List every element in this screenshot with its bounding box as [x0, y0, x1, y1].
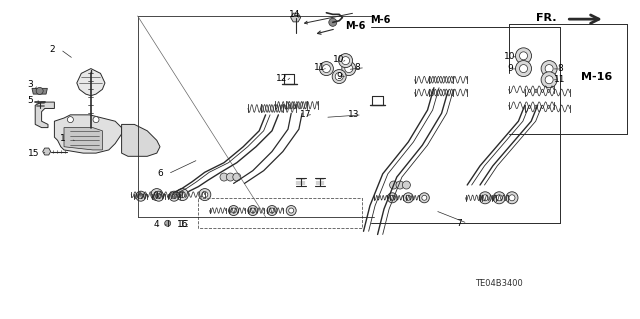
- Circle shape: [250, 208, 255, 213]
- Text: 2: 2: [50, 45, 55, 54]
- Circle shape: [506, 192, 518, 204]
- Text: 9: 9: [337, 72, 342, 81]
- Circle shape: [342, 62, 356, 76]
- Circle shape: [164, 220, 171, 226]
- Circle shape: [233, 173, 241, 181]
- Circle shape: [136, 191, 146, 201]
- Circle shape: [545, 76, 553, 84]
- Circle shape: [228, 205, 239, 216]
- Circle shape: [403, 193, 413, 203]
- Polygon shape: [291, 13, 301, 22]
- Circle shape: [93, 117, 99, 122]
- Bar: [198, 198, 362, 228]
- Circle shape: [345, 64, 353, 73]
- Text: 16: 16: [177, 220, 188, 229]
- Circle shape: [202, 192, 208, 197]
- Text: 17: 17: [300, 110, 311, 119]
- Circle shape: [482, 195, 488, 201]
- Circle shape: [267, 205, 277, 216]
- Circle shape: [286, 205, 296, 216]
- Text: M-6: M-6: [371, 15, 391, 25]
- Text: 11: 11: [314, 63, 326, 72]
- Text: 10: 10: [504, 52, 516, 61]
- Circle shape: [342, 56, 349, 65]
- Text: 7: 7: [457, 219, 462, 228]
- Text: FR.: FR.: [536, 12, 557, 23]
- Text: 1: 1: [60, 134, 65, 143]
- Circle shape: [177, 189, 188, 201]
- Circle shape: [151, 189, 163, 201]
- Circle shape: [329, 18, 337, 26]
- Circle shape: [390, 181, 397, 189]
- Circle shape: [339, 54, 353, 68]
- Circle shape: [541, 72, 557, 88]
- Text: TE04B3400: TE04B3400: [476, 279, 523, 288]
- Circle shape: [154, 191, 164, 201]
- Text: 10: 10: [333, 55, 345, 63]
- Circle shape: [493, 192, 505, 204]
- Circle shape: [516, 48, 531, 64]
- Circle shape: [387, 193, 397, 203]
- Circle shape: [541, 61, 557, 77]
- Polygon shape: [43, 148, 51, 155]
- Circle shape: [199, 189, 211, 201]
- Text: M-6: M-6: [346, 21, 366, 31]
- Circle shape: [396, 181, 404, 189]
- Text: 4: 4: [154, 220, 159, 229]
- Circle shape: [422, 195, 427, 200]
- Circle shape: [231, 208, 236, 213]
- Text: 8: 8: [355, 63, 360, 72]
- Text: 11: 11: [554, 75, 566, 84]
- Circle shape: [227, 173, 234, 181]
- Circle shape: [496, 195, 502, 201]
- Circle shape: [390, 195, 395, 200]
- Circle shape: [545, 64, 553, 73]
- Circle shape: [509, 195, 515, 201]
- Circle shape: [520, 64, 527, 73]
- Circle shape: [220, 173, 228, 181]
- Circle shape: [319, 62, 333, 76]
- Text: 15: 15: [28, 149, 39, 158]
- Text: 13: 13: [348, 110, 360, 119]
- Circle shape: [154, 192, 160, 197]
- Text: 8: 8: [557, 64, 563, 73]
- Polygon shape: [35, 102, 54, 128]
- Polygon shape: [32, 88, 47, 94]
- Circle shape: [419, 193, 429, 203]
- Circle shape: [403, 181, 410, 189]
- Circle shape: [289, 208, 294, 213]
- Text: 9: 9: [508, 64, 513, 73]
- Circle shape: [172, 194, 177, 199]
- Text: 12: 12: [276, 74, 287, 83]
- Text: 3: 3: [28, 80, 33, 89]
- Circle shape: [169, 191, 179, 201]
- Circle shape: [479, 192, 491, 204]
- Circle shape: [138, 194, 143, 199]
- Circle shape: [67, 117, 74, 122]
- Polygon shape: [64, 128, 102, 150]
- Circle shape: [323, 64, 330, 73]
- Circle shape: [332, 70, 346, 84]
- Text: 14: 14: [289, 10, 300, 19]
- Polygon shape: [122, 124, 160, 156]
- Circle shape: [335, 72, 343, 81]
- Circle shape: [516, 61, 531, 77]
- Text: 5: 5: [28, 96, 33, 105]
- Circle shape: [406, 195, 411, 200]
- Circle shape: [36, 87, 43, 94]
- Circle shape: [179, 192, 186, 197]
- Text: M-16: M-16: [581, 71, 612, 82]
- Text: 6: 6: [157, 169, 163, 178]
- Circle shape: [269, 208, 275, 213]
- Circle shape: [156, 194, 161, 199]
- Circle shape: [248, 205, 258, 216]
- Polygon shape: [77, 69, 105, 96]
- Polygon shape: [54, 115, 122, 153]
- Circle shape: [520, 52, 527, 60]
